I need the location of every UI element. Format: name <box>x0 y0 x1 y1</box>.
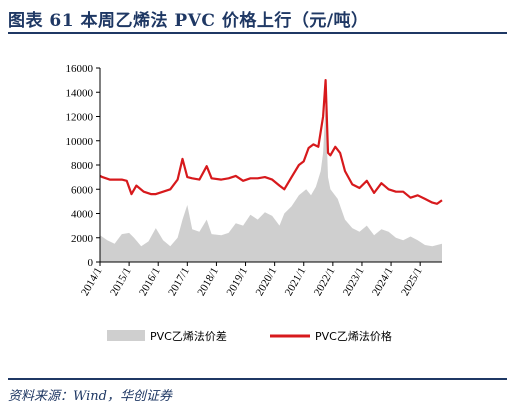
y-tick-label: 0 <box>88 257 94 269</box>
legend: PVC乙烯法价差 PVC乙烯法价格 <box>107 329 392 343</box>
spread-area <box>100 104 442 263</box>
x-tick-label: 2014/1 <box>79 266 105 298</box>
footer-divider <box>8 378 507 380</box>
x-tick-label: 2024/1 <box>370 266 396 298</box>
x-tick-label: 2023/1 <box>341 266 367 298</box>
spread-area-layer <box>100 104 442 263</box>
legend-label-price: PVC乙烯法价格 <box>315 329 392 343</box>
y-tick-label: 4000 <box>71 209 94 221</box>
legend-label-spread: PVC乙烯法价差 <box>150 329 227 343</box>
y-axis: 0 2000 4000 6000 8000 10000 12000 14000 16000 <box>66 63 101 269</box>
title-divider <box>8 32 507 34</box>
x-tick-label: 2020/1 <box>254 266 280 298</box>
price-line <box>99 78 443 205</box>
x-tick-label: 2019/1 <box>224 266 250 298</box>
price-line-layer <box>99 78 443 205</box>
source-note: 资料来源：Wind，华创证券 <box>8 389 172 404</box>
y-tick-label: 2000 <box>71 233 94 245</box>
y-tick-label: 16000 <box>66 63 94 75</box>
x-tick-label: 2018/1 <box>195 266 221 298</box>
y-tick-label: 6000 <box>71 184 94 196</box>
y-tick-label: 12000 <box>66 112 94 124</box>
y-tick-label: 8000 <box>71 160 94 172</box>
chart-title: 图表 61 本周乙烯法 PVC 价格上行（元/吨） <box>8 11 369 31</box>
legend-swatch-spread <box>107 330 145 341</box>
x-axis: 2014/1 2015/1 2016/1 2017/1 2018/1 2019/1 2020… <box>79 261 442 298</box>
pvc-price-chart: 0 2000 4000 6000 8000 10000 12000 14000 16000 20… <box>66 63 443 343</box>
x-tick-label: 2017/1 <box>166 266 192 298</box>
x-tick-label: 2021/1 <box>283 266 309 298</box>
y-tick-label: 10000 <box>66 136 94 148</box>
y-tick-label: 14000 <box>66 87 94 99</box>
x-tick-label: 2016/1 <box>137 266 163 298</box>
x-tick-label: 2025/1 <box>399 266 425 298</box>
x-tick-label: 2015/1 <box>108 266 134 298</box>
x-tick-label: 2022/1 <box>312 266 338 298</box>
